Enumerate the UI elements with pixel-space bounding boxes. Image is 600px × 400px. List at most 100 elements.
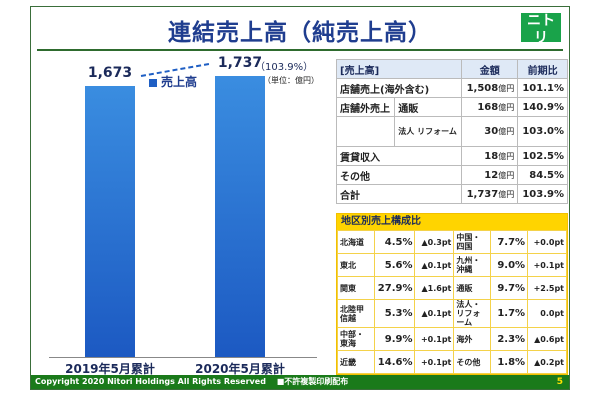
region-row: 関東 27.9% ▲1.6pt 通販 9.7% +2.5pt [337,276,567,300]
region-share: 1.8% [490,350,529,374]
header-sales: [売上高] [335,59,463,79]
region-share: 9.7% [490,276,529,300]
region-change: +0.1pt [527,253,567,277]
nitori-logo: ニトリ NITORI [521,13,561,55]
region-change: ▲0.2pt [527,350,567,374]
region-name: 北海道 [337,230,375,254]
legend-label: 売上高 [161,75,198,89]
row-sublabel: 通販 [394,97,463,117]
amount-unit: 億円 [498,83,515,93]
row-amount: 1,737億円 [461,184,519,204]
legend-swatch [149,78,157,87]
bar-1 [215,75,265,357]
yoy-label: （103.9%） [255,61,314,73]
region-name: 海外 [453,327,492,351]
region-change: ▲0.1pt [414,253,455,277]
title-divider [37,49,563,51]
amount-unit: 億円 [498,127,515,136]
region-share: 7.7% [490,230,529,254]
category-label-0: 2019年5月累計 [65,362,155,376]
row-amount: 18億円 [461,146,519,166]
bar-value-label-1: 1,737 [217,54,263,71]
bar-0 [85,85,135,357]
logo-text: NITORI [527,47,555,55]
row-ratio: 103.9% [517,184,568,204]
region-name: 東北 [337,253,375,277]
region-row: 東北 5.6% ▲0.1pt 九州・沖縄 9.0% +0.1pt [337,253,567,277]
region-row: 近畿 14.6% +0.1pt その他 1.8% ▲0.2pt [337,350,567,374]
bar-value-label-0: 1,673 [87,64,133,81]
sales-row: 店舗売上(海外含む) 1,508億円 101.1% [335,78,568,98]
table-header-row: [売上高] 金額 前期比 [335,59,568,79]
trend-line-svg [140,62,212,77]
region-share: 2.3% [490,327,529,351]
region-share: 5.6% [373,253,416,277]
amount-unit: 億円 [498,189,515,199]
region-name: その他 [453,350,492,374]
region-row: 北陸甲信越 5.3% ▲0.1pt 法人・リフォーム 1.7% 0.0pt [337,299,567,328]
region-change: ▲1.6pt [414,276,455,300]
region-change: +0.1pt [414,350,455,374]
sales-row: その他 12億円 84.5% [335,165,568,185]
sales-breakdown-table: [売上高] 金額 前期比 店舗売上(海外含む) 1,508億円 101.1% 店舗外売… [335,59,568,204]
region-composition-panel: 地区別売上構成比 北海道 4.5% ▲0.3pt 中国・四国 7.7% +0.0pt 東北 5… [336,213,568,375]
row-label: 合計 [335,184,463,204]
row-ratio: 102.5% [517,146,568,166]
region-share: 1.7% [490,299,529,328]
row-amount: 12億円 [461,165,519,185]
category-label-1: 2020年5月累計 [195,362,285,376]
sales-bar-chart: 売上高 （単位：億円） 1,673 2019年5月累計 1,737 2020年5月累計… [31,54,331,376]
page-title: 連結売上高（純売上高） [168,20,432,46]
region-row: 中部・東海 9.9% +0.1pt 海外 2.3% ▲0.6pt [337,327,567,351]
region-name: 通販 [453,276,492,300]
row-ratio: 103.0% [517,116,568,147]
row-label: 店舗売上(海外含む) [335,78,463,98]
region-share: 4.5% [373,230,416,254]
region-share: 14.6% [373,350,416,374]
region-row: 北海道 4.5% ▲0.3pt 中国・四国 7.7% +0.0pt [337,230,567,254]
sales-row: 合計 1,737億円 103.9% [335,184,568,204]
region-share: 5.3% [373,299,416,328]
row-amount: 1,508億円 [461,78,519,98]
slide: 連結売上高（純売上高） ニトリ NITORI 売上高 （単位：億円） 1,673… [30,6,570,390]
amount-unit: 億円 [498,102,515,112]
region-change: +0.1pt [414,327,455,351]
chart-unit: （単位：億円） [263,76,319,85]
region-name: 中部・東海 [337,327,375,351]
chart-baseline [49,357,317,358]
row-sublabel: 法人 リフォーム [394,116,463,147]
chart-legend: 売上高 [149,73,197,90]
title-bar: 連結売上高（純売上高） ニトリ NITORI [31,7,569,55]
region-change: +0.0pt [527,230,567,254]
region-name: 近畿 [337,350,375,374]
copyright: Copyright 2020 Nitori Holdings All Right… [35,377,266,386]
amount-unit: 億円 [498,151,515,161]
row-amount: 168億円 [461,97,519,117]
region-change: ▲0.6pt [527,327,567,351]
row-label: 賃貸収入 [335,146,463,166]
sales-row: 法人 リフォーム 30億円 103.0% [335,116,568,147]
region-name: 中国・四国 [453,230,492,254]
region-share: 27.9% [373,276,416,300]
region-change: +2.5pt [527,276,567,300]
logo-glyph: ニトリ [527,13,555,46]
reproduction-note: ■不許複製印刷配布 [276,377,349,386]
region-change: 0.0pt [527,299,567,328]
region-composition-table: 北海道 4.5% ▲0.3pt 中国・四国 7.7% +0.0pt 東北 5.6% ▲0.1pt… [337,230,567,374]
region-name: 法人・リフォーム [453,299,492,328]
region-name: 北陸甲信越 [337,299,375,328]
row-label: その他 [335,165,463,185]
region-table-title: 地区別売上構成比 [337,214,567,230]
sales-row: 店舗外売上 通販 168億円 140.9% [335,97,568,117]
page-number: 5 [556,377,563,387]
row-ratio: 84.5% [517,165,568,185]
region-name: 関東 [337,276,375,300]
trend-line [140,62,212,77]
region-change: ▲0.1pt [414,299,455,328]
row-label [335,116,396,147]
region-share: 9.9% [373,327,416,351]
footer: Copyright 2020 Nitori Holdings All Right… [31,375,569,389]
region-share: 9.0% [490,253,529,277]
row-label: 店舗外売上 [335,97,396,117]
region-change: ▲0.3pt [414,230,455,254]
